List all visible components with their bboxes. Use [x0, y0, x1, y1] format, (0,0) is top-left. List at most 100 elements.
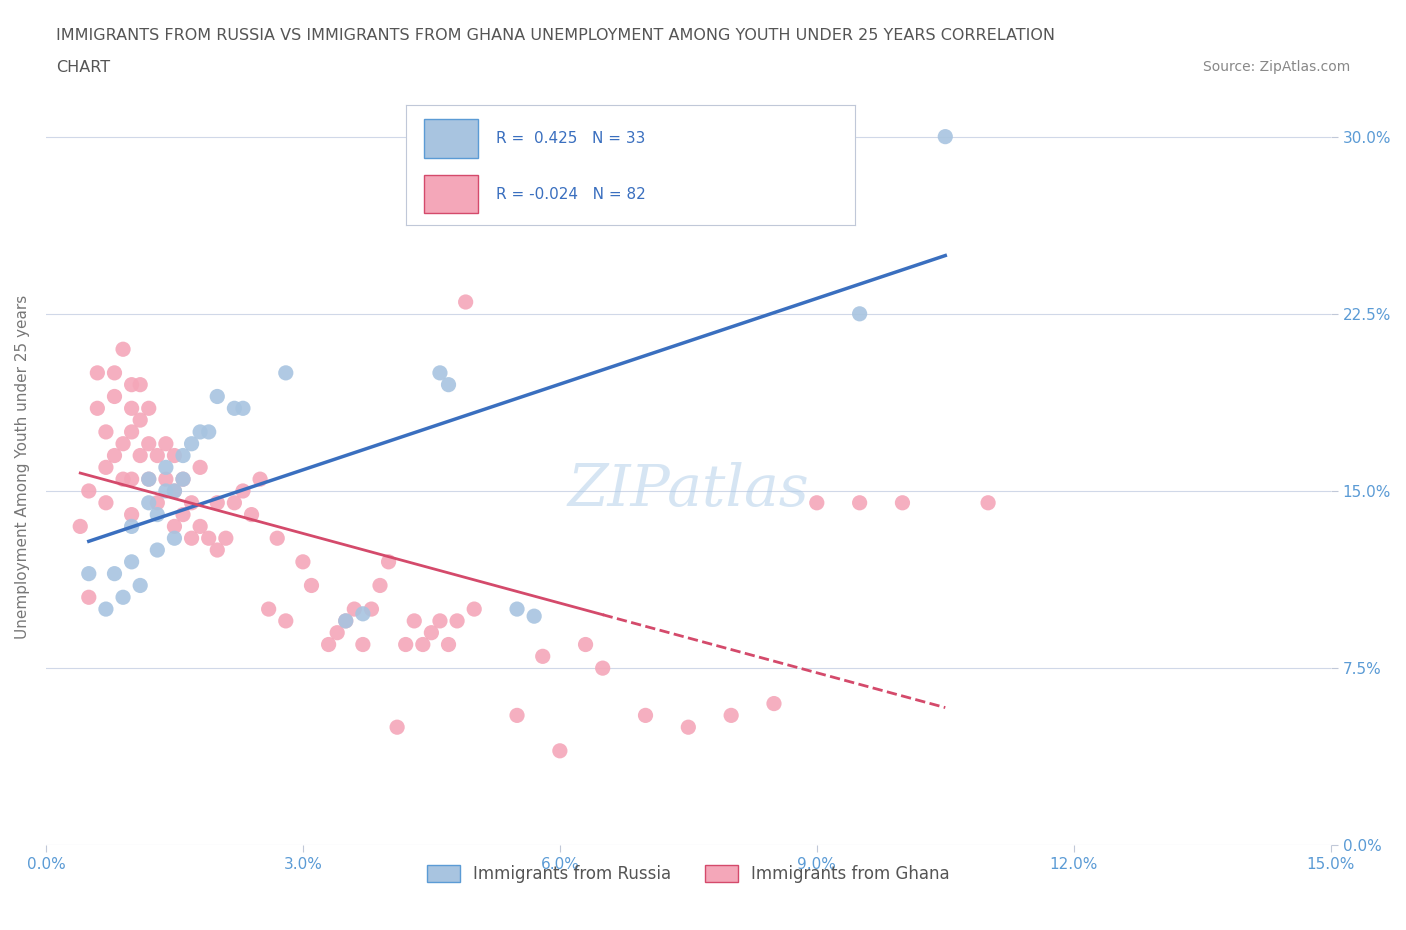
- Point: [180, 531, 202, 546]
- Point: [506, 602, 529, 617]
- Point: [360, 602, 382, 617]
- Point: [197, 531, 219, 546]
- Point: [180, 436, 202, 451]
- Point: [274, 614, 297, 629]
- Point: [138, 436, 160, 451]
- Point: [266, 531, 288, 546]
- Point: [77, 590, 100, 604]
- Point: [335, 614, 357, 629]
- Point: [188, 424, 211, 439]
- Point: [121, 507, 143, 522]
- Point: [129, 578, 152, 593]
- Point: [454, 295, 477, 310]
- Point: [86, 365, 108, 380]
- Point: [395, 637, 418, 652]
- Point: [94, 496, 117, 511]
- Point: [934, 129, 956, 144]
- Point: [146, 496, 169, 511]
- Point: [197, 424, 219, 439]
- Point: [377, 554, 399, 569]
- Point: [404, 614, 426, 629]
- Point: [215, 531, 238, 546]
- Legend: Immigrants from Russia, Immigrants from Ghana: Immigrants from Russia, Immigrants from …: [420, 858, 956, 890]
- Point: [592, 660, 614, 675]
- Text: IMMIGRANTS FROM RUSSIA VS IMMIGRANTS FROM GHANA UNEMPLOYMENT AMONG YOUTH UNDER 2: IMMIGRANTS FROM RUSSIA VS IMMIGRANTS FRO…: [56, 28, 1056, 43]
- Point: [352, 637, 374, 652]
- Point: [207, 542, 229, 557]
- Point: [163, 448, 186, 463]
- Point: [121, 424, 143, 439]
- Text: CHART: CHART: [56, 60, 110, 75]
- Point: [257, 602, 280, 617]
- Point: [121, 472, 143, 486]
- Point: [531, 649, 554, 664]
- Text: Source: ZipAtlas.com: Source: ZipAtlas.com: [1202, 60, 1350, 74]
- Point: [249, 472, 271, 486]
- Point: [138, 496, 160, 511]
- Point: [437, 637, 460, 652]
- Point: [232, 484, 254, 498]
- Point: [77, 484, 100, 498]
- Point: [103, 389, 125, 404]
- Point: [429, 614, 451, 629]
- Point: [94, 460, 117, 475]
- Text: ZIPatlas: ZIPatlas: [568, 462, 810, 518]
- Point: [163, 531, 186, 546]
- Point: [188, 460, 211, 475]
- Point: [446, 614, 468, 629]
- Point: [155, 460, 177, 475]
- Point: [463, 602, 485, 617]
- Point: [129, 378, 152, 392]
- Point: [848, 496, 870, 511]
- Point: [352, 606, 374, 621]
- Point: [163, 484, 186, 498]
- Point: [335, 614, 357, 629]
- Point: [155, 484, 177, 498]
- Point: [138, 472, 160, 486]
- Point: [112, 472, 135, 486]
- Point: [129, 448, 152, 463]
- Point: [274, 365, 297, 380]
- Point: [762, 697, 785, 711]
- Point: [163, 519, 186, 534]
- Point: [103, 566, 125, 581]
- Point: [806, 496, 828, 511]
- Point: [891, 496, 914, 511]
- Point: [437, 378, 460, 392]
- Point: [172, 472, 194, 486]
- Point: [548, 743, 571, 758]
- Point: [163, 484, 186, 498]
- Point: [634, 708, 657, 723]
- Point: [112, 342, 135, 357]
- Point: [180, 496, 202, 511]
- Point: [412, 637, 434, 652]
- Point: [188, 519, 211, 534]
- Point: [172, 472, 194, 486]
- Point: [224, 401, 246, 416]
- Point: [207, 496, 229, 511]
- Point: [121, 378, 143, 392]
- Point: [138, 472, 160, 486]
- Point: [146, 448, 169, 463]
- Point: [69, 519, 91, 534]
- Point: [86, 401, 108, 416]
- Point: [172, 448, 194, 463]
- Point: [121, 519, 143, 534]
- Point: [368, 578, 391, 593]
- Point: [77, 566, 100, 581]
- Point: [121, 554, 143, 569]
- Point: [429, 365, 451, 380]
- Point: [94, 424, 117, 439]
- Point: [385, 720, 408, 735]
- Point: [138, 401, 160, 416]
- Y-axis label: Unemployment Among Youth under 25 years: Unemployment Among Youth under 25 years: [15, 295, 30, 640]
- Point: [240, 507, 263, 522]
- Point: [146, 507, 169, 522]
- Point: [326, 625, 349, 640]
- Point: [678, 720, 700, 735]
- Point: [574, 637, 596, 652]
- Point: [720, 708, 742, 723]
- Point: [146, 542, 169, 557]
- Point: [94, 602, 117, 617]
- Point: [420, 625, 443, 640]
